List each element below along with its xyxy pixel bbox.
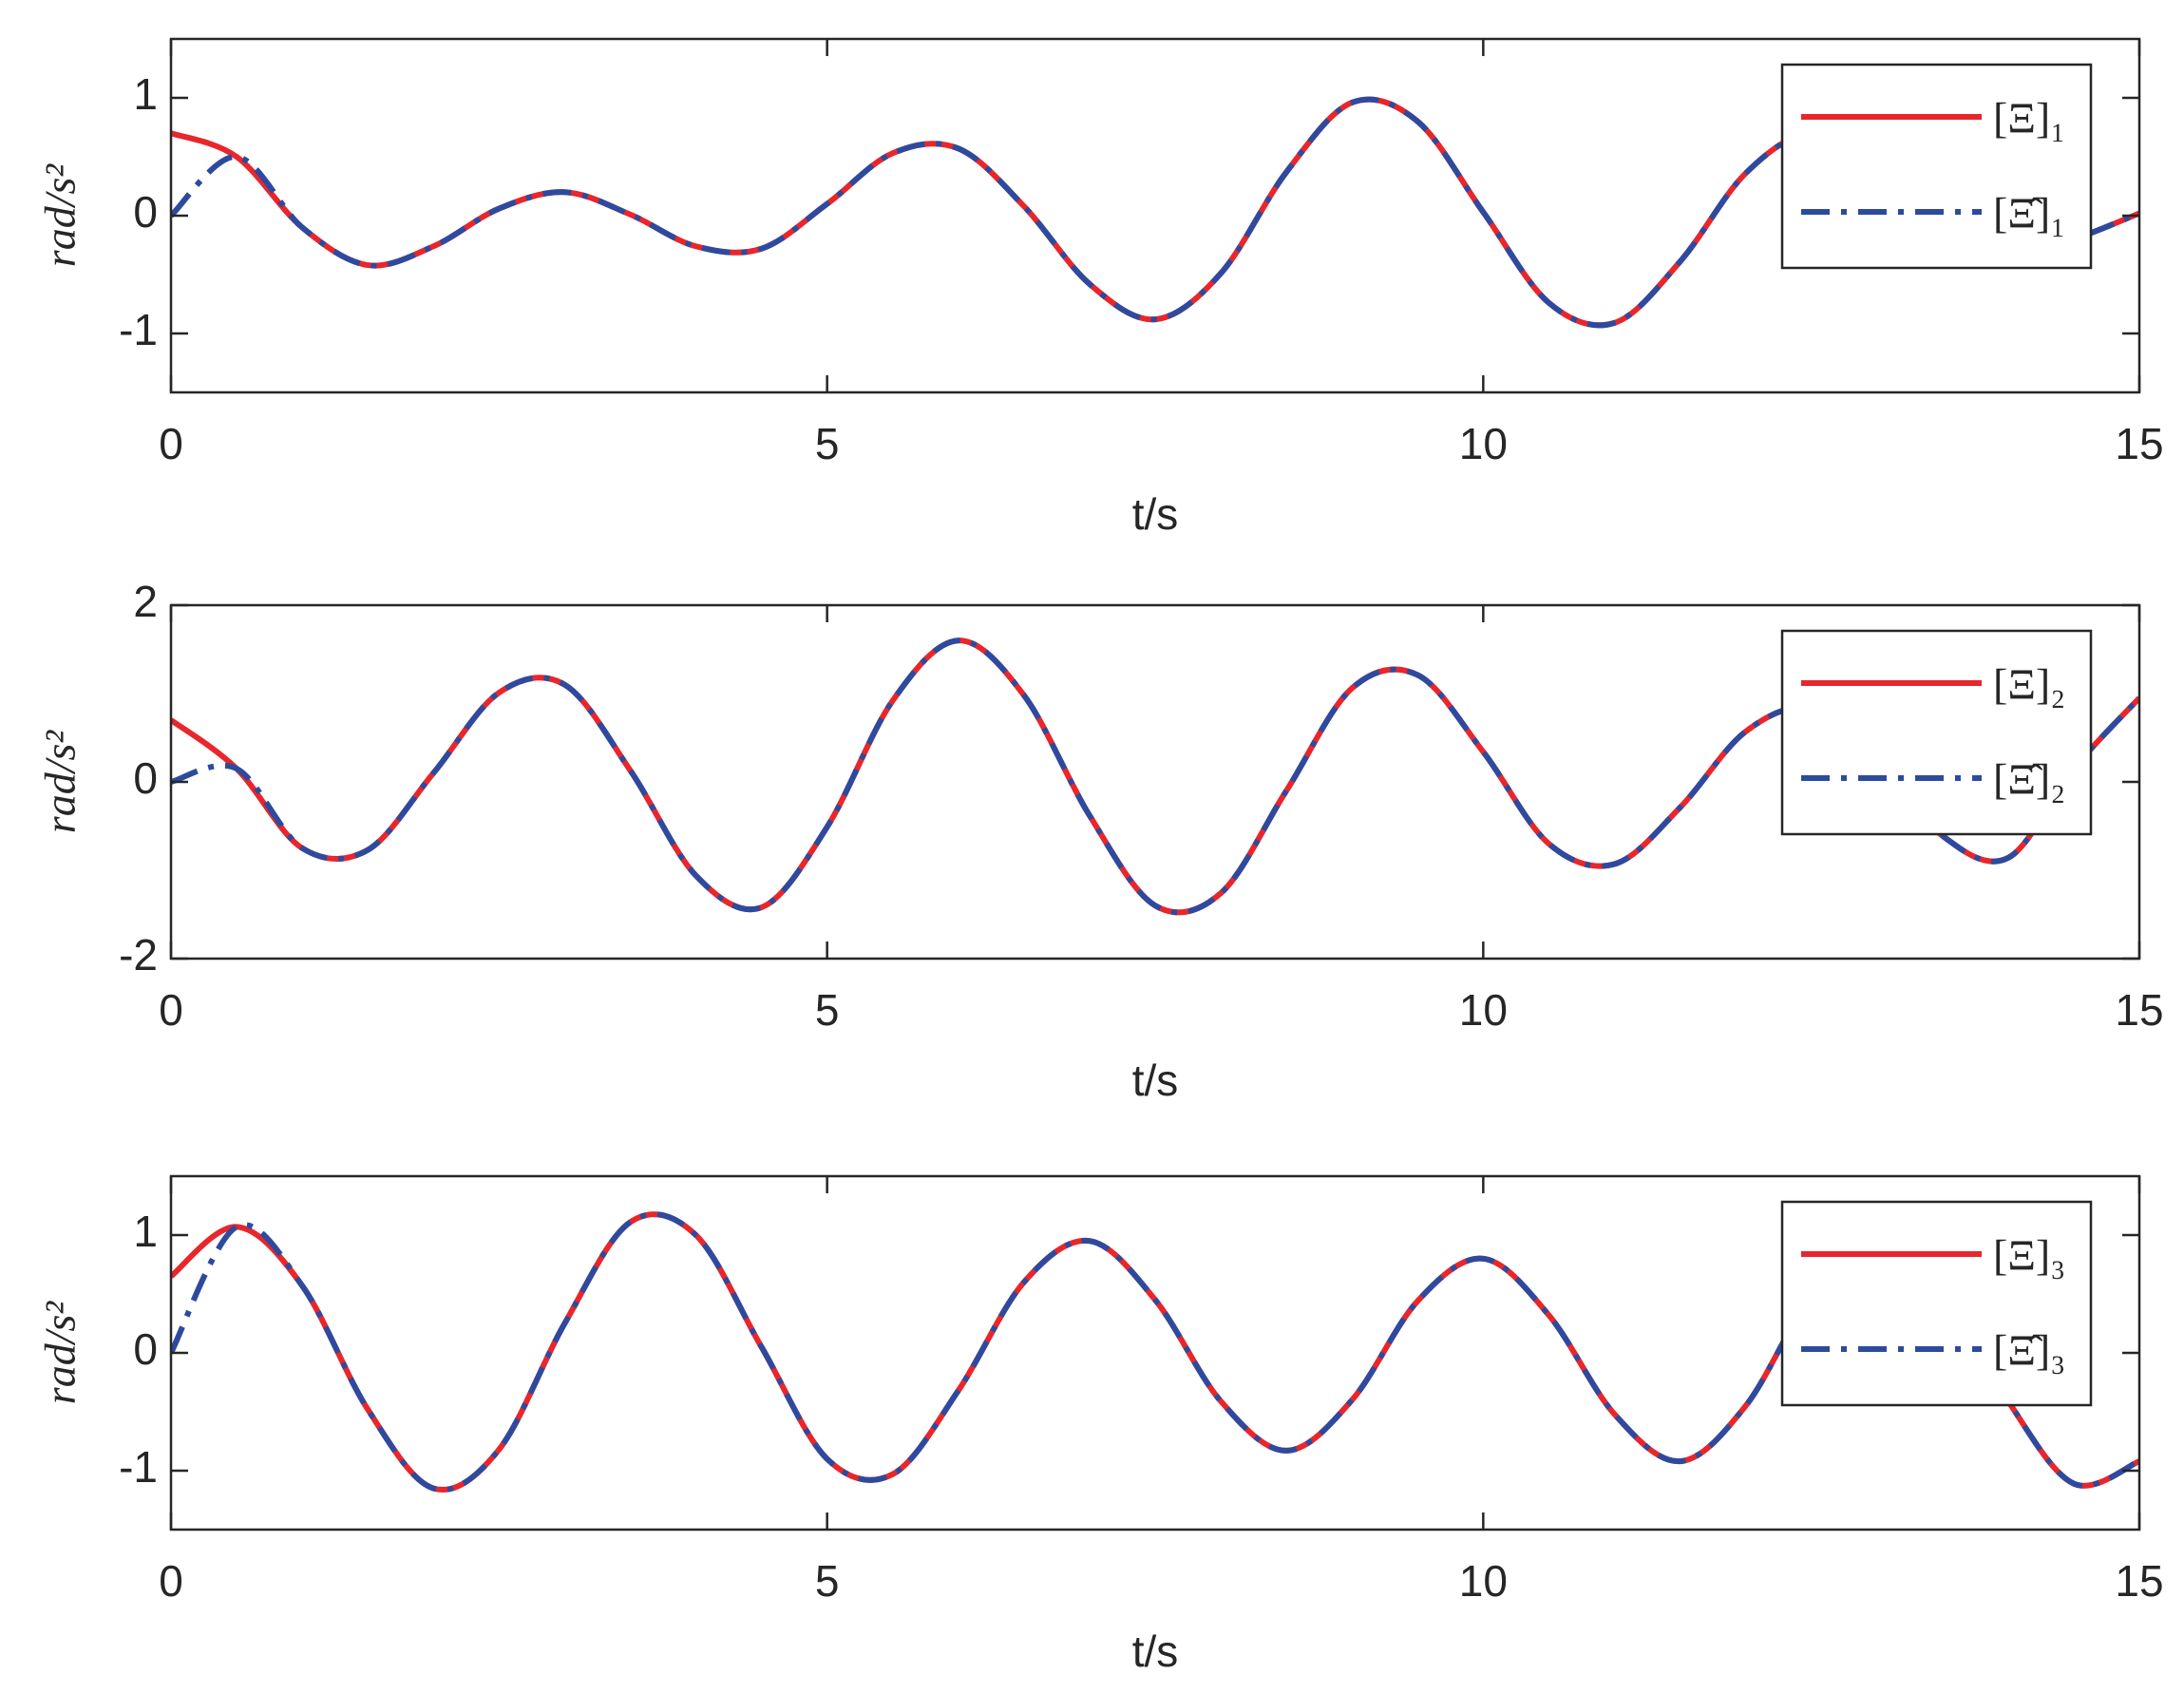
x-tick-label: 0 <box>159 419 183 468</box>
subplot: 0 5 10 15 -1 0 1 t/s rad/s² [Ξ]₁ [Ξ̂]₁ <box>36 37 2164 539</box>
y-tick-label: 2 <box>133 577 158 626</box>
x-axis-label: t/s <box>1132 1056 1179 1105</box>
x-tick-label: 5 <box>815 419 840 468</box>
x-tick-label: 0 <box>159 1556 183 1606</box>
x-tick-label: 15 <box>2115 1556 2163 1606</box>
legend-label: [Ξ]₁ <box>1993 94 2065 143</box>
x-tick-label: 10 <box>1459 419 1508 468</box>
legend-box <box>1780 629 2093 836</box>
subplot: 0 5 10 15 -1 0 1 t/s rad/s² [Ξ]₃ [Ξ̂]₃ <box>36 1174 2164 1676</box>
y-axis-label: rad/s² <box>36 730 85 834</box>
y-tick-label: 0 <box>133 753 158 803</box>
x-tick-label: 5 <box>815 1556 840 1606</box>
y-axis-label: rad/s² <box>36 1301 85 1405</box>
legend-label: [Ξ]₃ <box>1993 1231 2065 1280</box>
y-tick-label: -1 <box>119 1442 158 1492</box>
legend-box <box>1780 63 2093 270</box>
legend-label: [Ξ̂]₂ <box>1993 755 2065 804</box>
x-tick-label: 5 <box>815 985 840 1035</box>
legend-label: [Ξ̂]₁ <box>1993 189 2065 238</box>
y-tick-label: -1 <box>119 305 158 354</box>
x-tick-label: 15 <box>2115 419 2163 468</box>
data-line <box>171 1211 2139 1493</box>
x-axis-label: t/s <box>1132 1626 1179 1676</box>
y-tick-label: 1 <box>133 69 158 119</box>
x-tick-label: 10 <box>1459 985 1508 1035</box>
y-tick-label: 1 <box>133 1207 158 1256</box>
y-tick-label: 0 <box>133 1324 158 1374</box>
legend-label: [Ξ]₂ <box>1993 660 2065 709</box>
y-tick-label: 0 <box>133 187 158 237</box>
legend-box <box>1780 1200 2093 1407</box>
x-tick-label: 15 <box>2115 985 2163 1035</box>
x-tick-label: 10 <box>1459 1556 1508 1606</box>
x-axis-label: t/s <box>1132 489 1179 539</box>
y-axis-label: rad/s² <box>36 163 85 268</box>
x-tick-label: 0 <box>159 985 183 1035</box>
legend-label: [Ξ̂]₃ <box>1993 1326 2065 1375</box>
y-tick-label: -2 <box>119 930 158 980</box>
